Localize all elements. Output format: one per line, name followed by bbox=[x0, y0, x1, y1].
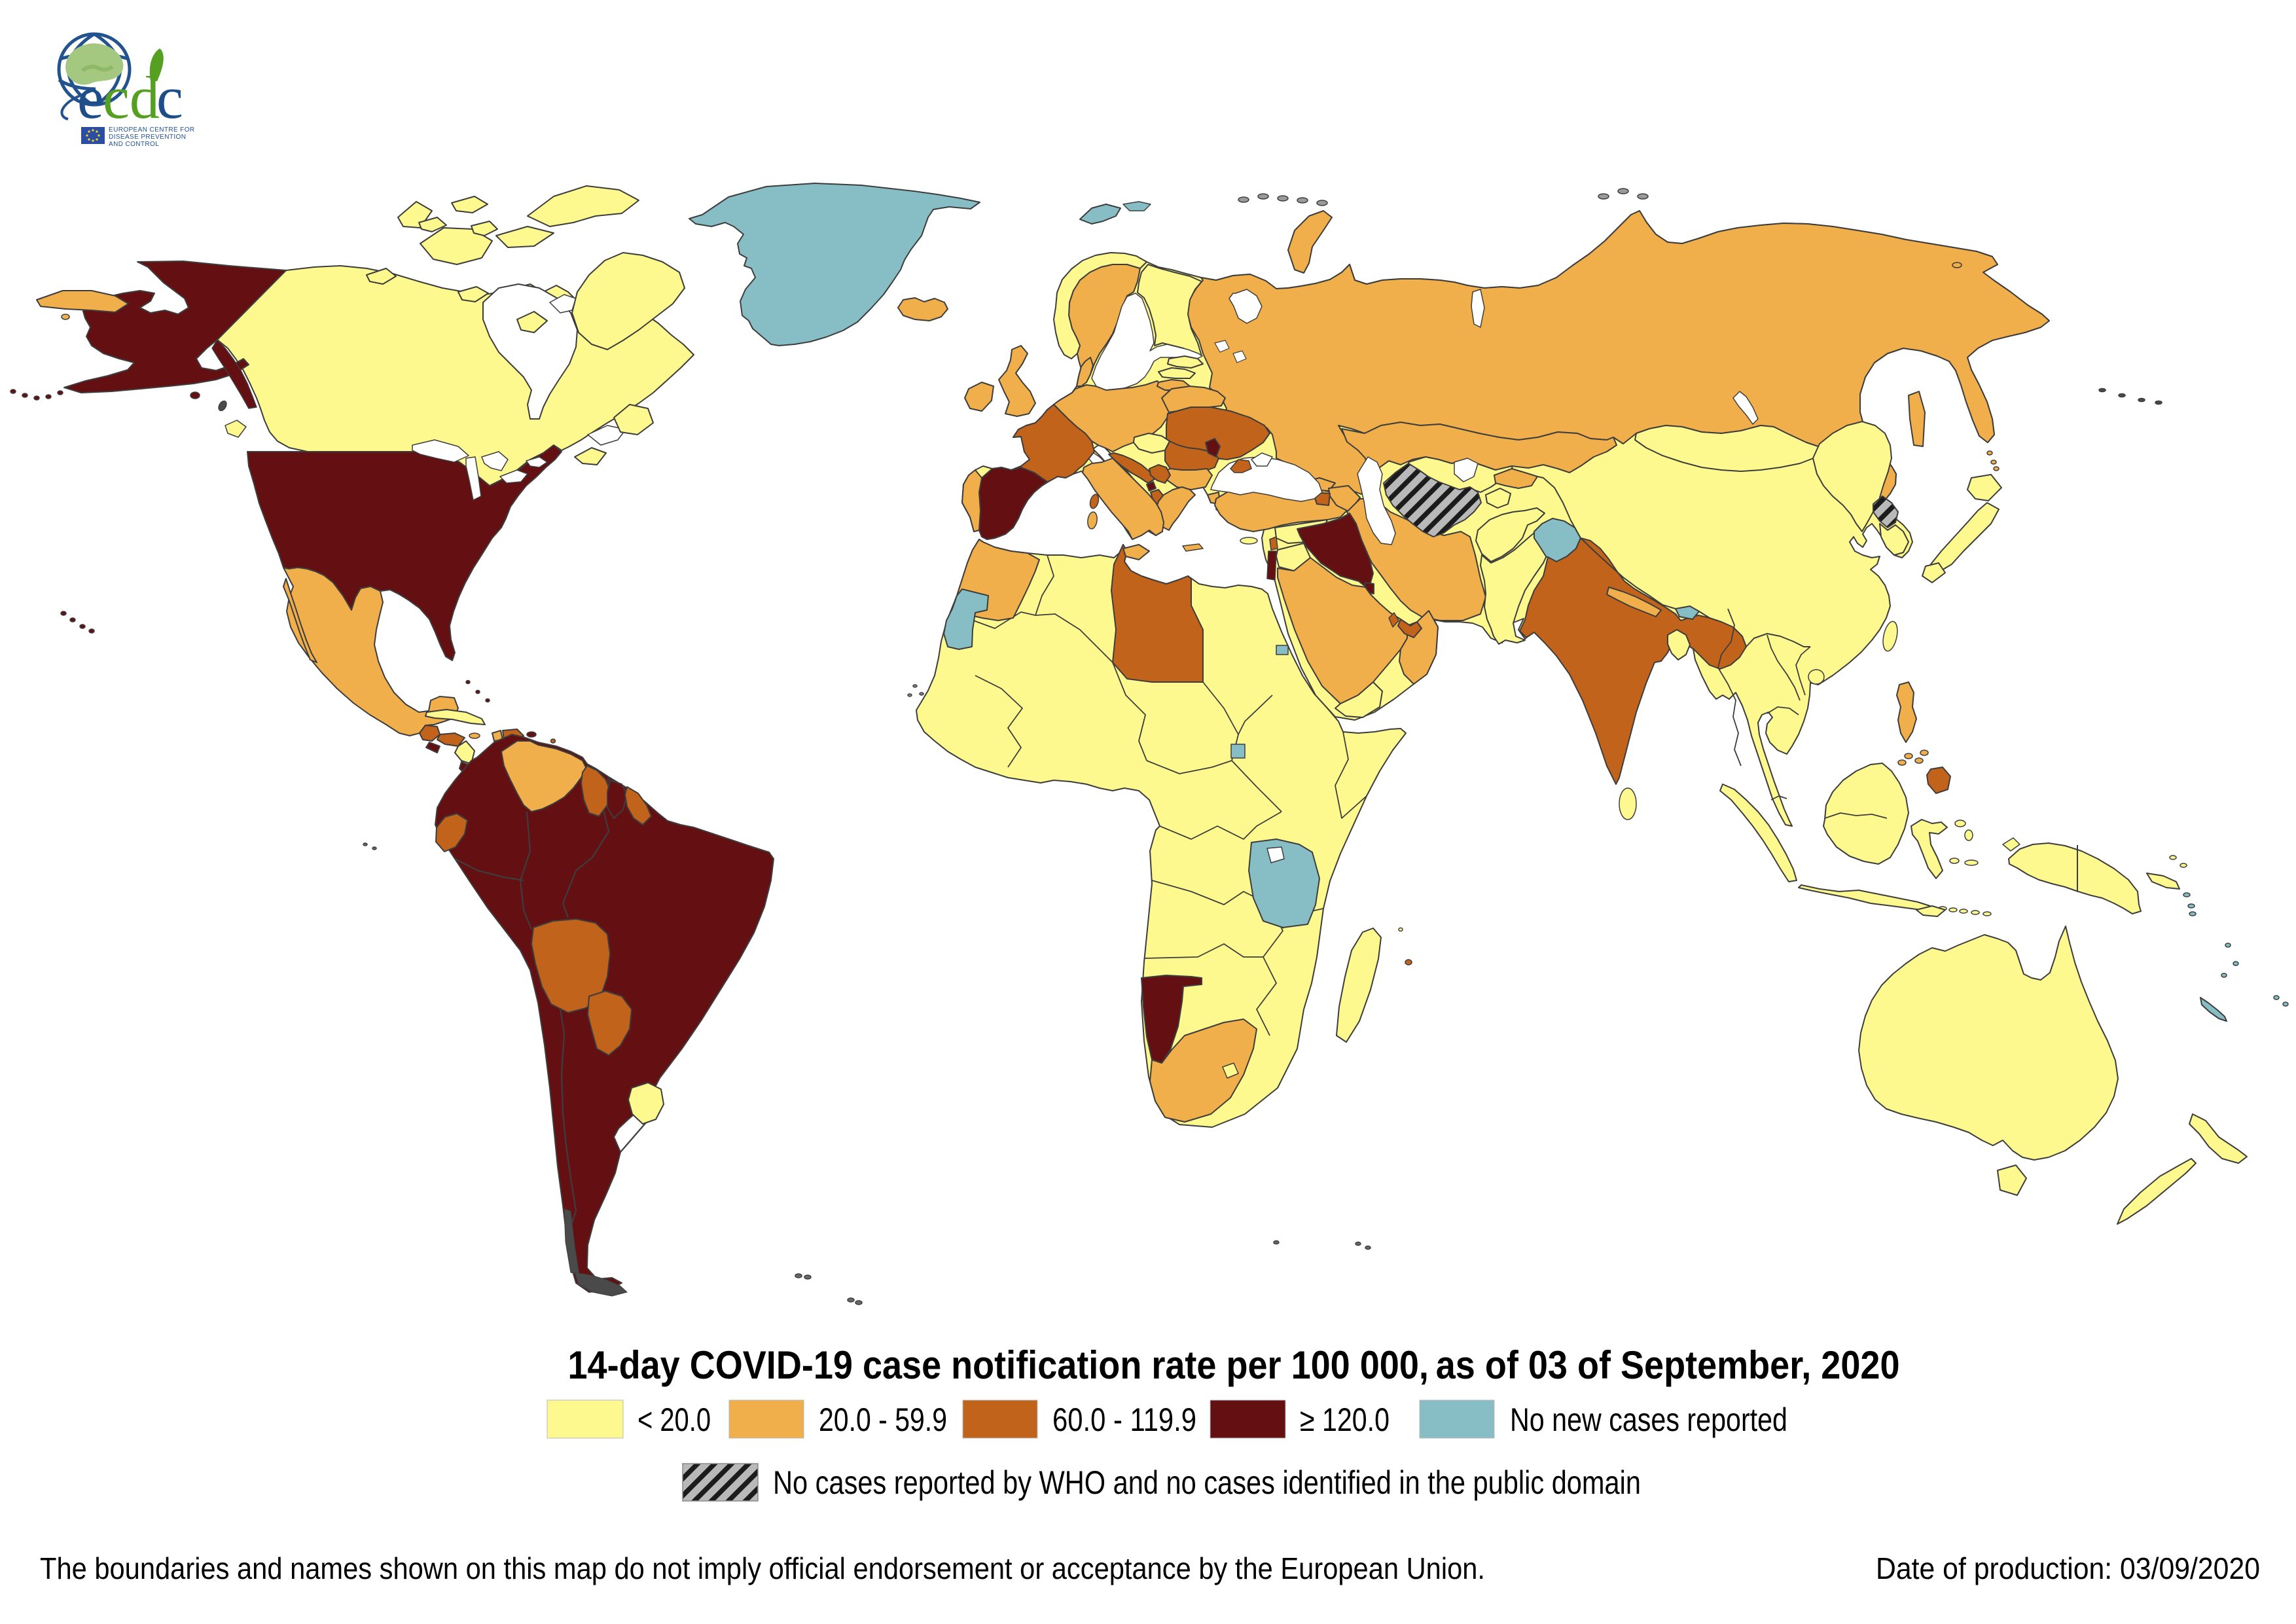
svg-text:The boundaries and names shown: The boundaries and names shown on this m… bbox=[40, 1551, 1485, 1585]
svg-text:DISEASE PREVENTION: DISEASE PREVENTION bbox=[109, 134, 186, 141]
svg-text:c: c bbox=[156, 64, 183, 131]
svg-text:14-day COVID-19 case notificat: 14-day COVID-19 case notification rate p… bbox=[568, 1343, 1900, 1387]
svg-text:< 20.0: < 20.0 bbox=[637, 1401, 711, 1438]
svg-text:e: e bbox=[77, 64, 104, 131]
svg-text:≥ 120.0: ≥ 120.0 bbox=[1300, 1401, 1390, 1438]
svg-text:20.0 - 59.9: 20.0 - 59.9 bbox=[819, 1401, 947, 1438]
svg-text:No cases reported by WHO and n: No cases reported by WHO and no cases id… bbox=[773, 1464, 1641, 1501]
svg-text:60.0 - 119.9: 60.0 - 119.9 bbox=[1052, 1401, 1196, 1438]
svg-text:No new cases reported: No new cases reported bbox=[1510, 1401, 1787, 1438]
svg-text:Date of production: 03/09/2020: Date of production: 03/09/2020 bbox=[1876, 1551, 2260, 1585]
svg-text:EUROPEAN CENTRE FOR: EUROPEAN CENTRE FOR bbox=[109, 126, 195, 134]
svg-text:AND CONTROL: AND CONTROL bbox=[109, 141, 159, 148]
